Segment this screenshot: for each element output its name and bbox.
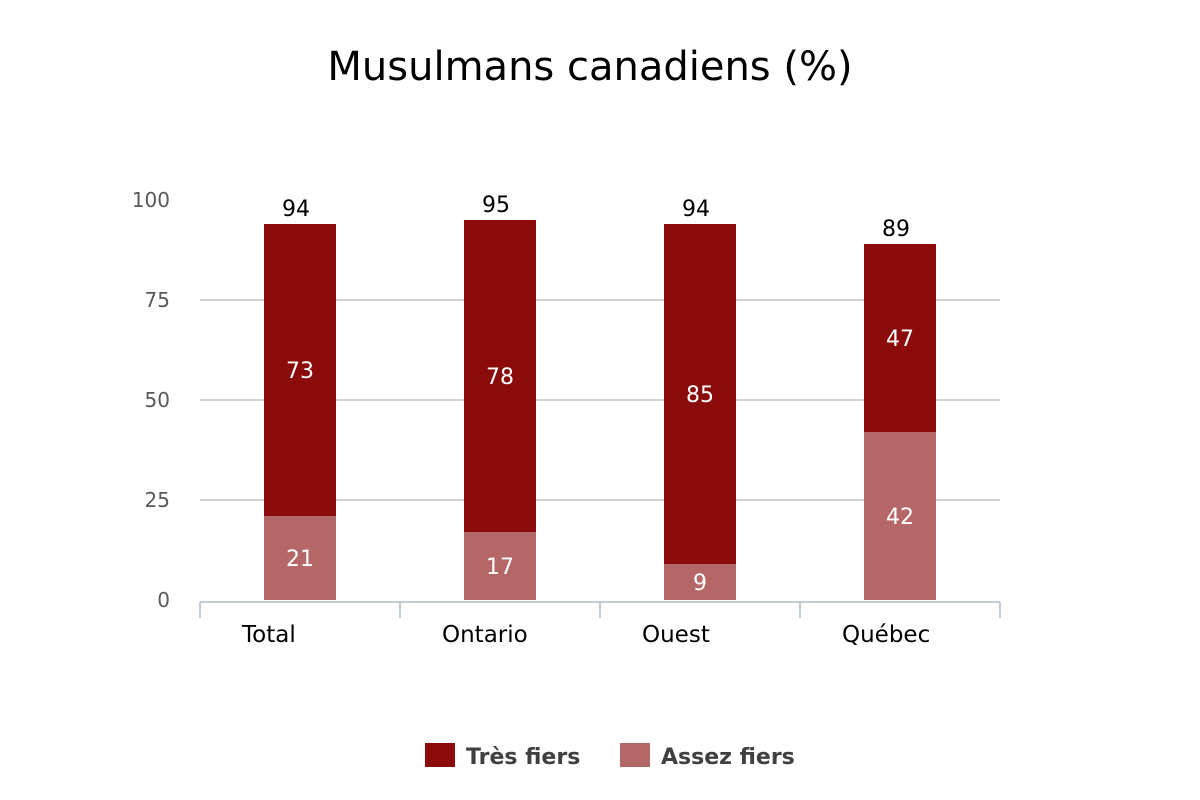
x-tick-label-2: Ouest <box>642 622 710 648</box>
y-tick-label-75: 75 <box>145 288 170 312</box>
bars: 21 73 94 17 78 95 9 85 94 42 47 89 <box>264 193 936 600</box>
x-tick-label-0: Total <box>241 622 296 648</box>
data-label-assez-fiers-0: 21 <box>286 547 314 572</box>
bar-assez-fiers-3 <box>864 432 936 600</box>
y-tick-label-100: 100 <box>132 188 170 212</box>
x-tick-label-3: Québec <box>842 622 930 648</box>
y-tick-label-50: 50 <box>145 388 170 412</box>
y-axis-ticks: 0 25 50 75 100 <box>132 188 170 612</box>
bar-tres-fiers-0 <box>264 224 336 516</box>
legend-swatch-1 <box>620 743 650 767</box>
data-label-total-3: 89 <box>882 217 910 242</box>
bar-assez-fiers-1 <box>464 532 536 600</box>
data-label-assez-fiers-1: 17 <box>486 555 514 580</box>
legend-label-1: Assez fiers <box>661 745 795 770</box>
legend-swatch-0 <box>425 743 455 767</box>
data-label-tres-fiers-3: 47 <box>886 327 914 352</box>
y-tick-label-25: 25 <box>145 488 170 512</box>
legend-item-0: Très fiers <box>425 743 580 770</box>
bar-tres-fiers-1 <box>464 220 536 532</box>
bar-group-3: 42 47 89 <box>864 217 936 600</box>
x-axis <box>199 601 1001 618</box>
chart-title: Musulmans canadiens (%) <box>327 44 852 90</box>
bar-group-0: 21 73 94 <box>264 197 336 600</box>
bar-assez-fiers-2 <box>664 564 736 600</box>
bar-assez-fiers-0 <box>264 516 336 600</box>
data-label-tres-fiers-0: 73 <box>286 359 314 384</box>
data-label-assez-fiers-3: 42 <box>886 505 914 530</box>
bar-group-2: 9 85 94 <box>664 197 736 600</box>
bar-tres-fiers-3 <box>864 244 936 432</box>
data-label-total-2: 94 <box>682 197 710 222</box>
data-label-assez-fiers-2: 9 <box>693 571 707 596</box>
data-label-tres-fiers-1: 78 <box>486 365 514 390</box>
legend-label-0: Très fiers <box>466 745 580 770</box>
bar-tres-fiers-2 <box>664 224 736 564</box>
legend-item-1: Assez fiers <box>620 743 795 770</box>
y-tick-label-0: 0 <box>157 588 170 612</box>
data-label-tres-fiers-2: 85 <box>686 383 714 408</box>
legend: Très fiers Assez fiers <box>425 743 795 770</box>
bar-group-1: 17 78 95 <box>464 193 536 600</box>
x-tick-label-1: Ontario <box>442 622 528 648</box>
data-label-total-1: 95 <box>482 193 510 218</box>
x-axis-ticks: Total Ontario Ouest Québec <box>241 622 930 648</box>
data-label-total-0: 94 <box>282 197 310 222</box>
